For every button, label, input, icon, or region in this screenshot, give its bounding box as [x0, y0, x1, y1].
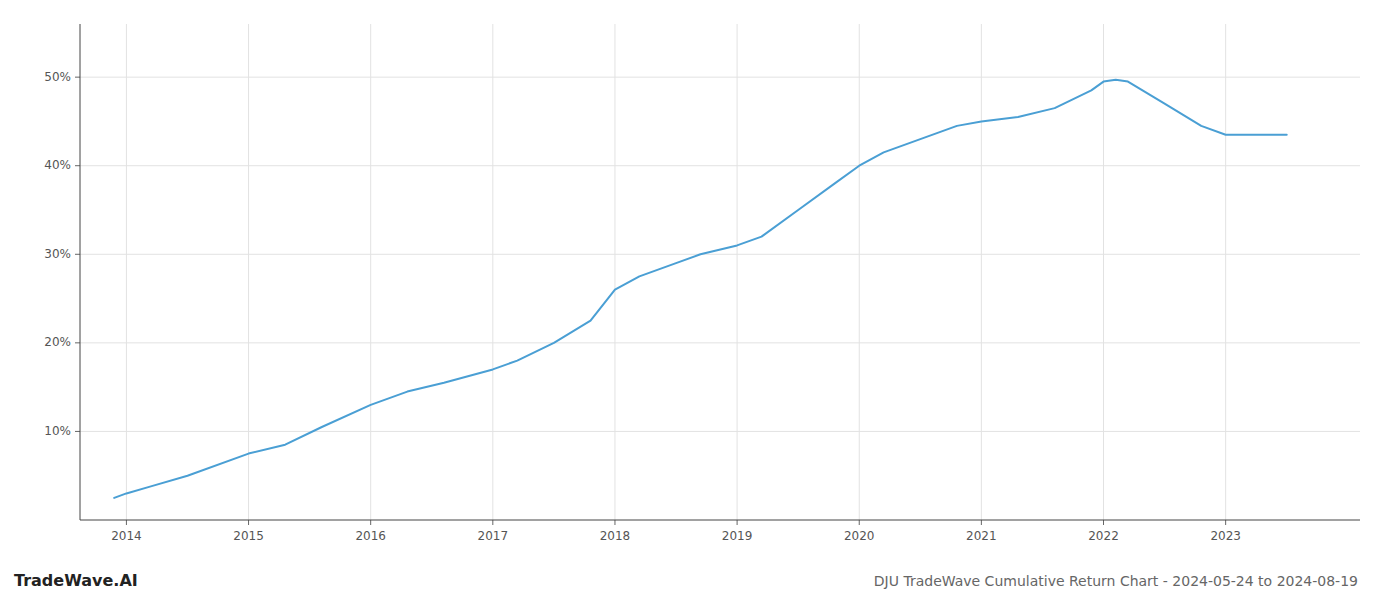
y-grid-line	[80, 165, 1360, 166]
y-tick-label: 10%	[44, 424, 71, 438]
x-tick-label: 2019	[722, 529, 753, 543]
y-tick-label: 20%	[44, 335, 71, 349]
x-tick-label: 2017	[478, 529, 509, 543]
x-tick-label: 2020	[844, 529, 875, 543]
x-grid-line	[248, 24, 249, 520]
y-axis-line	[80, 24, 81, 520]
title: DJU TradeWave Cumulative Return Chart - …	[874, 573, 1358, 589]
x-tick	[1225, 520, 1226, 525]
x-tick	[737, 520, 738, 525]
axes: 10% 20% 30% 40% 50% 2014 2015 2016 2017 2018 2019 2…	[44, 24, 1360, 543]
x-grid-line	[1103, 24, 1104, 520]
x-tick	[492, 520, 493, 525]
x-tick-label: 2023	[1210, 529, 1241, 543]
y-tick	[75, 254, 80, 255]
watermark: TradeWave.AI	[14, 571, 138, 590]
x-tick-label: 2022	[1088, 529, 1119, 543]
x-tick	[248, 520, 249, 525]
x-tick	[859, 520, 860, 525]
y-grid-line	[80, 77, 1360, 78]
chart-svg: 10% 20% 30% 40% 50% 2014 2015 2016 2017 2018 2019 2…	[0, 0, 1400, 600]
x-tick	[1103, 520, 1104, 525]
x-grid-line	[981, 24, 982, 520]
x-tick	[370, 520, 371, 525]
y-tick-label: 50%	[44, 70, 71, 84]
x-tick-label: 2014	[111, 529, 142, 543]
x-grid-line	[1225, 24, 1226, 520]
y-tick	[75, 77, 80, 78]
plot-area	[114, 80, 1287, 498]
y-tick-label: 30%	[44, 247, 71, 261]
x-tick-label: 2016	[355, 529, 386, 543]
x-grid-line	[614, 24, 615, 520]
x-grid-line	[737, 24, 738, 520]
y-grid-line	[80, 254, 1360, 255]
x-grid-line	[370, 24, 371, 520]
y-grid-line	[80, 431, 1360, 432]
y-tick	[75, 431, 80, 432]
y-tick	[75, 165, 80, 166]
y-tick	[75, 342, 80, 343]
x-tick	[126, 520, 127, 525]
x-tick	[614, 520, 615, 525]
x-tick-label: 2018	[600, 529, 631, 543]
x-axis-line	[80, 520, 1360, 521]
x-grid-line	[859, 24, 860, 520]
x-tick-label: 2015	[233, 529, 264, 543]
x-grid-line	[492, 24, 493, 520]
y-tick-label: 40%	[44, 158, 71, 172]
x-tick	[981, 520, 982, 525]
x-grid-line	[126, 24, 127, 520]
grid	[80, 24, 1360, 520]
y-grid-line	[80, 342, 1360, 343]
chart-container: 10% 20% 30% 40% 50% 2014 2015 2016 2017 2018 2019 2…	[0, 0, 1400, 600]
line	[114, 80, 1287, 498]
x-tick-label: 2021	[966, 529, 997, 543]
